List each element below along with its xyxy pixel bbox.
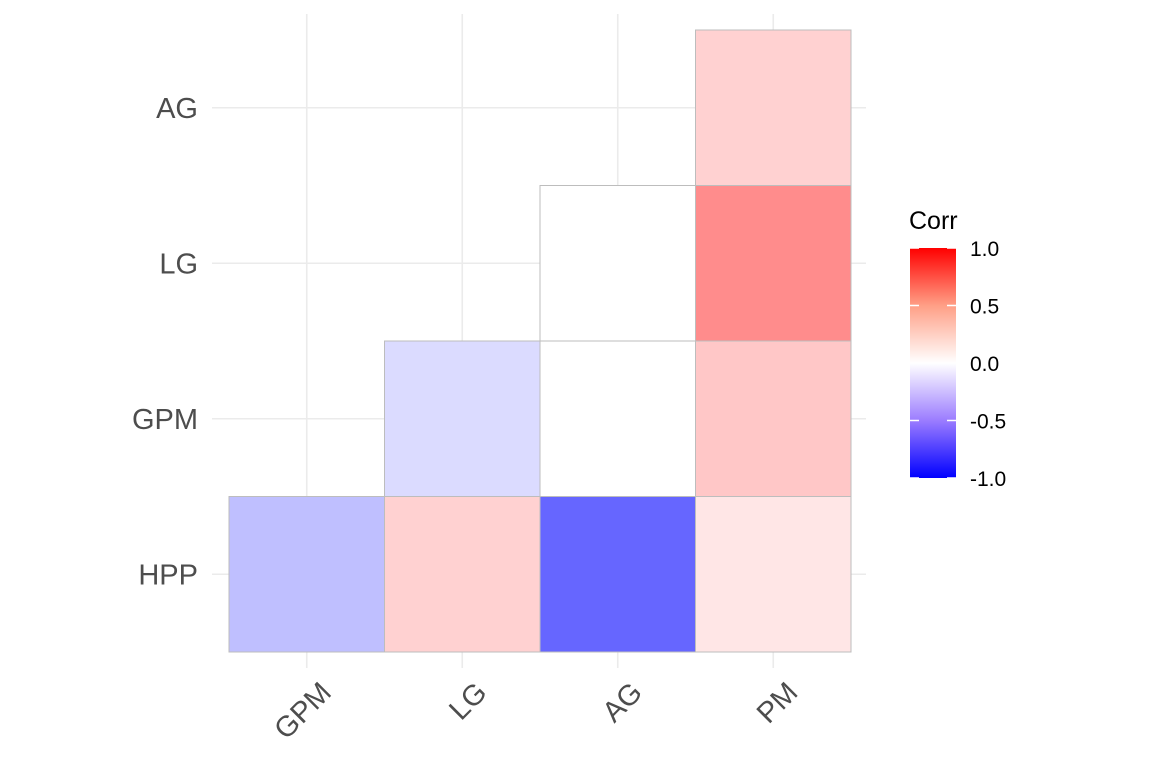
legend-tick-label: -0.5 [970,411,1006,434]
heatmap-cell-pm-hpp [695,496,852,653]
heatmap-cell-lg-hpp [384,496,541,653]
y-tick-label-lg: LG [159,248,198,280]
heatmap-cell-pm-lg [695,185,852,342]
legend-tick-label: 1.0 [970,238,999,261]
x-tick-label-ag: AG [597,676,649,728]
y-tick-label-hpp: HPP [138,559,198,591]
heatmap-cell-ag-hpp [539,496,696,653]
x-tick-label-gpm: GPM [269,676,338,745]
x-tick-label-lg: LG [443,676,493,726]
heatmap-cells [228,29,852,653]
legend-tick-label: -1.0 [970,468,1006,491]
heatmap-cell-gpm-hpp [228,496,385,653]
legend-tick-label: 0.5 [970,296,999,319]
heatmap-cell-ag-gpm [539,340,696,497]
legend-title: Corr [909,207,958,235]
y-tick-label-gpm: GPM [132,404,198,436]
legend: Corr 1.0 0.5 0.0 -0.5 -1.0 [909,207,1006,491]
heatmap-cell-pm-gpm [695,340,852,497]
y-tick-label-ag: AG [156,93,198,125]
heatmap-cell-ag-lg [539,185,696,342]
x-tick-label-pm: PM [751,676,804,729]
heatmap-cell-lg-gpm [384,340,541,497]
legend-tick-label: 0.0 [970,353,999,376]
heatmap-cell-pm-ag [695,29,852,186]
